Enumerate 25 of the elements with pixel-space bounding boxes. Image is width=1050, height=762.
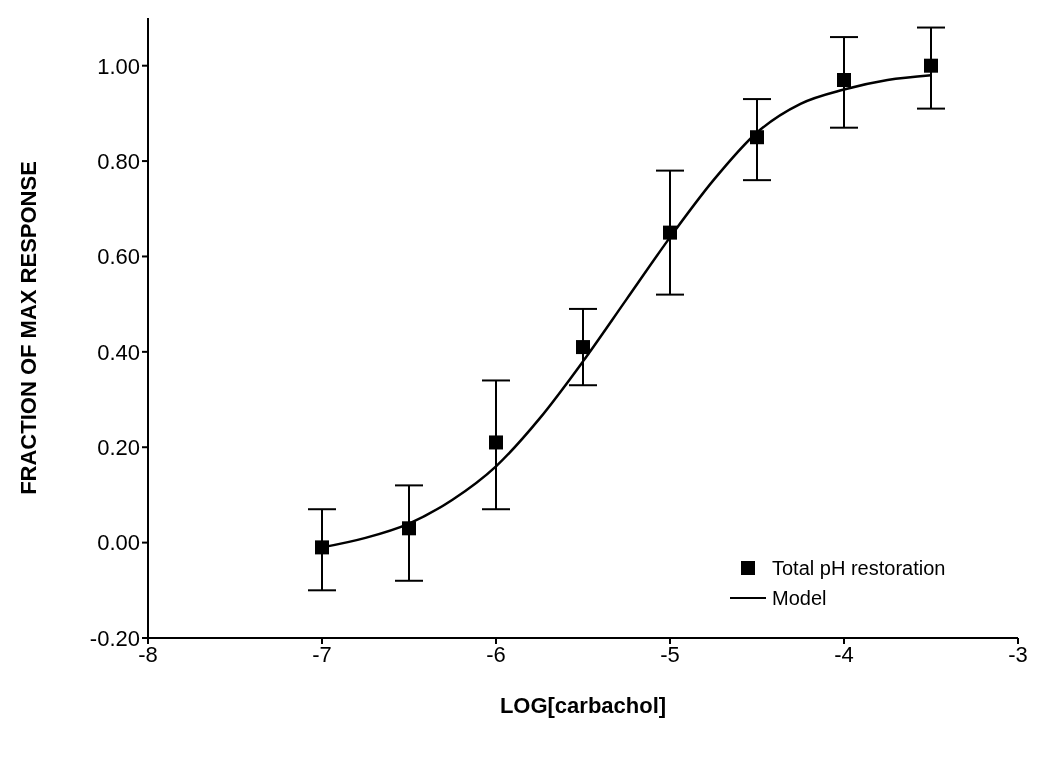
point (402, 521, 416, 536)
legend-label: Total pH restoration (772, 556, 946, 580)
point (489, 435, 503, 450)
x-axis-title: LOG[carbachol] (499, 693, 667, 718)
y-tick-label: -0.20 (89, 625, 140, 651)
point (837, 73, 851, 87)
point (315, 540, 329, 555)
x-tick-label: -5 (660, 641, 680, 667)
y-axis-title: FRACTION OF MAX RESPONSE (15, 161, 41, 495)
x-tick-label: -3 (1008, 641, 1028, 667)
point (663, 225, 677, 240)
x-tick-label: -6 (486, 641, 506, 667)
legend-label: Model (772, 586, 827, 610)
x-tick-label: -8 (138, 641, 158, 667)
x-tick-label: -7 (312, 641, 332, 667)
point (750, 130, 764, 145)
y-tick-label: 1.00 (97, 53, 140, 79)
point (924, 58, 938, 73)
point (576, 340, 590, 355)
y-tick-label: 0.40 (97, 339, 140, 365)
y-tick-label: 0.80 (97, 148, 140, 174)
x-tick-label: -4 (834, 641, 854, 667)
y-tick-label: 0.00 (97, 530, 140, 556)
y-tick-label: 0.20 (97, 435, 140, 461)
y-tick-label: 0.60 (97, 244, 140, 270)
